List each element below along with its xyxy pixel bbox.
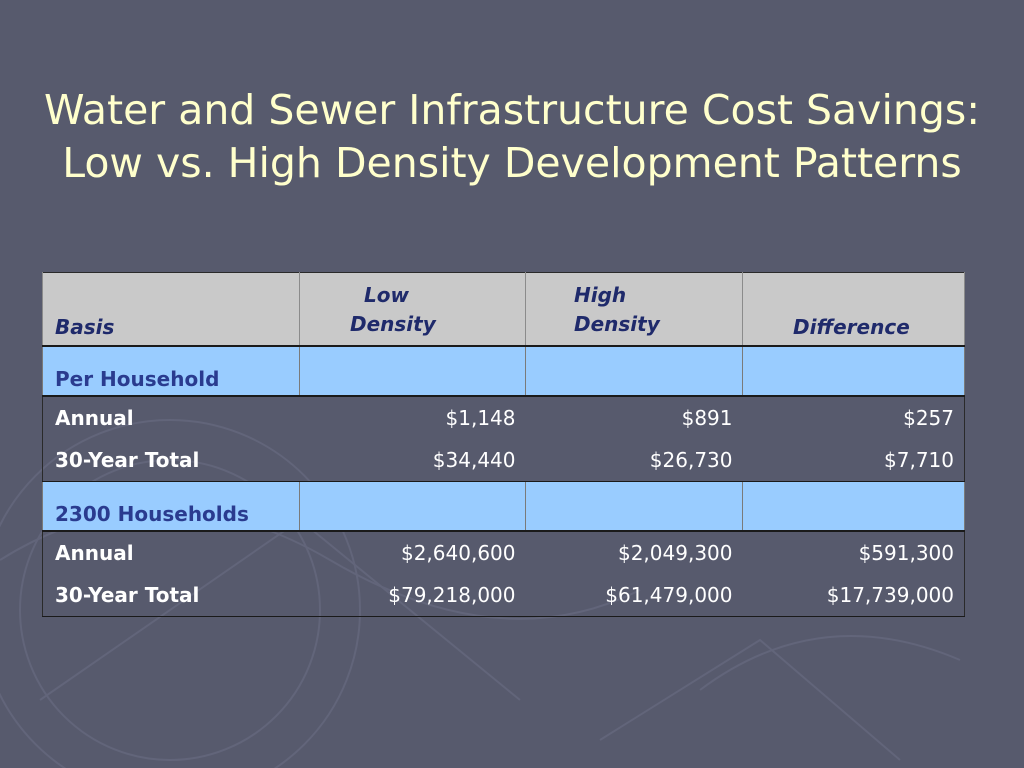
- difference-value: $257: [903, 406, 954, 430]
- header-basis-label: Basis: [55, 315, 115, 339]
- high-density-value: $61,479,000: [525, 574, 743, 617]
- section-label: Per Household: [55, 367, 220, 391]
- low-density-value: $34,440: [299, 439, 526, 482]
- title-line-1: Water and Sewer Infrastructure Cost Savi…: [43, 86, 981, 134]
- header-basis: Basis: [42, 272, 300, 347]
- header-low-density: Low Density: [299, 272, 526, 347]
- table-row: 30-Year Total $34,440 $26,730 $7,710: [42, 439, 965, 482]
- section-label-cell: Per Household: [42, 346, 300, 397]
- header-high-density-line2: Density: [574, 312, 660, 336]
- section-empty-cell: [299, 346, 526, 397]
- section-empty-cell: [299, 481, 526, 532]
- cost-comparison-table: Basis Low Density High Density Differenc…: [42, 272, 965, 617]
- section-empty-cell: [742, 346, 965, 397]
- slide-title: Water and Sewer Infrastructure Cost Savi…: [0, 84, 1024, 190]
- section-empty-cell: [525, 346, 743, 397]
- low-density-value: $2,640,600: [400, 541, 516, 565]
- table-row: Annual $1,148 $891 $257: [43, 396, 965, 439]
- section-empty-cell: [525, 481, 743, 532]
- header-high-density: High Density: [525, 272, 743, 347]
- section-empty-cell: [742, 481, 965, 532]
- difference-value: $17,739,000: [742, 574, 965, 617]
- table-header-row: Basis Low Density High Density Differenc…: [42, 272, 965, 347]
- row-name: Annual: [55, 406, 134, 430]
- section-label-cell: 2300 Households: [42, 481, 300, 532]
- header-low-density-line2: Density: [350, 312, 436, 336]
- row-name: 30-Year Total: [42, 574, 300, 617]
- header-difference-label: Difference: [793, 315, 910, 339]
- section-row-per-household: Per Household: [42, 346, 965, 397]
- difference-value: $591,300: [858, 541, 954, 565]
- low-density-value: $79,218,000: [299, 574, 526, 617]
- row-name: 30-Year Total: [42, 439, 300, 482]
- high-density-value: $2,049,300: [617, 541, 733, 565]
- high-density-value: $891: [681, 406, 733, 430]
- section-row-2300-households: 2300 Households: [42, 481, 965, 532]
- header-high-density-line1: High: [574, 283, 627, 307]
- header-low-density-line1: Low: [364, 283, 409, 307]
- table-row: 30-Year Total $79,218,000 $61,479,000 $1…: [42, 574, 965, 617]
- high-density-value: $26,730: [525, 439, 743, 482]
- header-difference: Difference: [742, 272, 965, 347]
- row-name: Annual: [55, 541, 134, 565]
- difference-value: $7,710: [742, 439, 965, 482]
- title-line-2: Low vs. High Density Development Pattern…: [62, 139, 962, 187]
- section-label: 2300 Households: [55, 502, 249, 526]
- low-density-value: $1,148: [445, 406, 516, 430]
- table-row: Annual $2,640,600 $2,049,300 $591,300: [43, 531, 965, 574]
